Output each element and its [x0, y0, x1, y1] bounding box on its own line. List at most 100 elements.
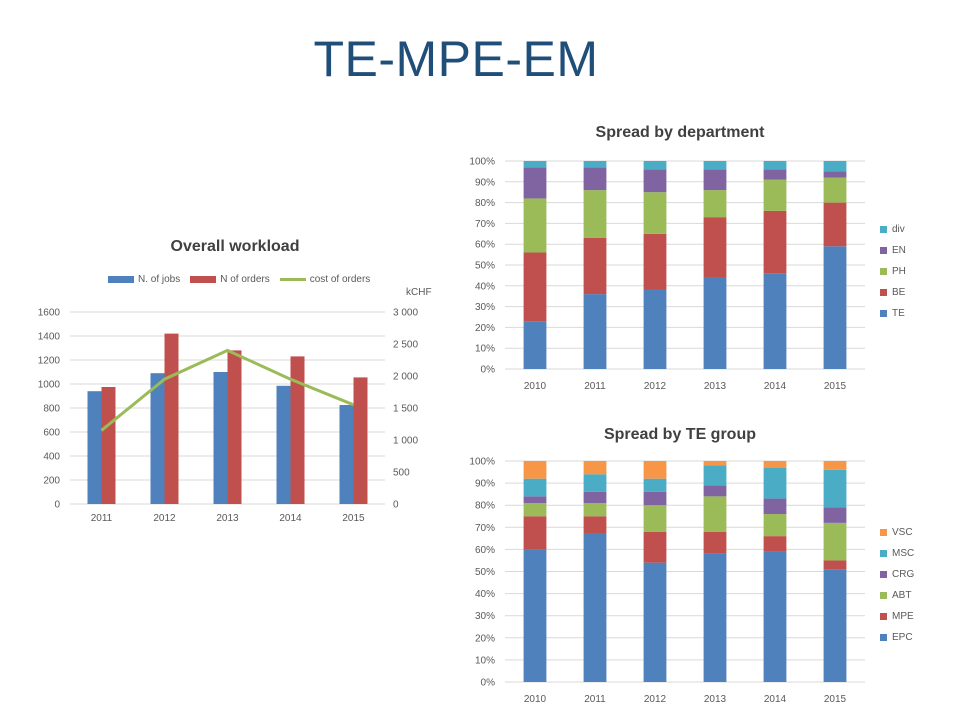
department-y-tick-label: 30%: [475, 302, 495, 313]
chart-overall-workload: Overall workload N. of jobs N of orders …: [20, 230, 450, 540]
department-y-tick-label: 80%: [475, 198, 495, 209]
department-y-tick-label: 60%: [475, 240, 495, 251]
workload-y2-tick-label: 1 500: [393, 404, 418, 415]
legend-swatch: [880, 310, 887, 317]
bar-jobs-2014: [276, 385, 291, 504]
legend-label: BE: [892, 287, 906, 298]
department-bar-en-2010: [523, 167, 547, 199]
workload-y-tick-label: 1600: [38, 308, 61, 319]
department-bar-ph-2015: [823, 177, 847, 203]
tegroup-bar-crg-2014: [763, 498, 787, 515]
department-bar-en-2015: [823, 171, 847, 178]
workload-y2-tick-label: 0: [393, 500, 399, 511]
tegroup-bar-mpe-2010: [523, 516, 547, 550]
tegroup-y-tick-label: 30%: [475, 611, 495, 622]
tegroup-bar-vsc-2012: [643, 461, 667, 479]
department-bar-div-2013: [703, 161, 727, 170]
legend-label: MPE: [892, 611, 914, 622]
bar-orders-2015: [353, 377, 368, 504]
tegroup-bar-abt-2014: [763, 514, 787, 537]
department-y-tick-label: 10%: [475, 344, 495, 355]
department-bar-ph-2014: [763, 179, 787, 211]
workload-y2-tick-label: 1 000: [393, 436, 418, 447]
department-y-tick-label: 0%: [481, 365, 496, 376]
department-bar-en-2012: [643, 169, 667, 193]
tegroup-bar-epc-2012: [643, 562, 667, 682]
department-bar-be-2014: [763, 210, 787, 274]
legend-item-div: div: [880, 219, 906, 240]
tegroup-x-tick-label: 2013: [704, 694, 727, 705]
tegroup-y-tick-label: 0%: [481, 678, 496, 689]
tegroup-bar-msc-2012: [643, 478, 667, 492]
legend-item-orders: N of orders: [190, 274, 270, 285]
legend-swatch: [880, 592, 887, 599]
tegroup-bar-epc-2011: [583, 533, 607, 682]
department-bar-div-2011: [583, 161, 607, 168]
tegroup-y-tick-label: 80%: [475, 501, 495, 512]
department-bar-ph-2013: [703, 190, 727, 218]
tegroup-bar-vsc-2010: [523, 461, 547, 479]
department-bar-ph-2010: [523, 198, 547, 253]
department-y-tick-label: 90%: [475, 177, 495, 188]
legend-item-msc: MSC: [880, 543, 914, 564]
department-bar-ph-2012: [643, 192, 667, 234]
workload-y-tick-label: 1000: [38, 380, 61, 391]
legend-label: TE: [892, 308, 905, 319]
department-bar-te-2015: [823, 246, 847, 369]
tegroup-bar-abt-2013: [703, 496, 727, 532]
tegroup-bar-mpe-2014: [763, 536, 787, 552]
legend-label: EN: [892, 245, 906, 256]
bar-orders-2012: [164, 333, 179, 504]
legend-swatch: [880, 613, 887, 620]
bar-jobs-2011: [87, 391, 102, 504]
legend-item-mpe: MPE: [880, 606, 914, 627]
tegroup-bar-abt-2011: [583, 502, 607, 517]
legend-label: PH: [892, 266, 906, 277]
tegroup-bar-epc-2014: [763, 551, 787, 682]
department-bar-be-2010: [523, 252, 547, 322]
department-x-tick-label: 2012: [644, 381, 667, 392]
legend-item-en: EN: [880, 240, 906, 261]
workload-x-tick-label: 2012: [153, 513, 176, 524]
workload-y2-tick-label: 500: [393, 468, 410, 479]
legend-item-vsc: VSC: [880, 522, 914, 543]
department-y-tick-label: 20%: [475, 323, 495, 334]
legend-item-crg: CRG: [880, 564, 914, 585]
chart-spread-te-group: Spread by TE group 0% 10% 20% 30% 40% 50% 60% 7…: [455, 415, 935, 715]
tegroup-bar-msc-2013: [703, 465, 727, 486]
department-bar-te-2012: [643, 289, 667, 369]
workload-y-tick-label: 600: [43, 428, 60, 439]
tegroup-bar-crg-2012: [643, 491, 667, 506]
tegroup-y-tick-label: 90%: [475, 479, 495, 490]
chart-spread-department: Spread by department 0% 10% 20% 30% 40% 50% 60…: [455, 115, 935, 405]
department-bar-be-2011: [583, 237, 607, 295]
workload-legend: N. of jobs N of orders cost of orders: [108, 274, 380, 285]
workload-x-tick-label: 2014: [279, 513, 302, 524]
workload-y-tick-label: 1200: [38, 356, 61, 367]
tegroup-y-tick-label: 70%: [475, 523, 495, 534]
tegroup-bar-epc-2013: [703, 553, 727, 682]
legend-swatch: [880, 529, 887, 536]
department-bar-be-2012: [643, 233, 667, 290]
department-x-tick-label: 2013: [704, 381, 727, 392]
workload-y-tick-label: 800: [43, 404, 60, 415]
legend-swatch: [880, 268, 887, 275]
bar-jobs-2013: [213, 372, 228, 504]
legend-item-epc: EPC: [880, 627, 914, 648]
tegroup-bar-mpe-2015: [823, 560, 847, 570]
chart-title-te-group: Spread by TE group: [603, 426, 756, 443]
department-x-tick-label: 2015: [824, 381, 847, 392]
department-bar-be-2015: [823, 202, 847, 247]
legend-item-jobs: N. of jobs: [108, 274, 180, 285]
department-y-tick-label: 50%: [475, 261, 495, 272]
legend-label: EPC: [892, 632, 913, 643]
department-bar-te-2010: [523, 321, 547, 369]
department-bar-te-2011: [583, 294, 607, 369]
department-plot: 0% 10% 20% 30% 40% 50% 60% 70% 80% 90% 100% 2010 201…: [469, 157, 865, 392]
workload-y-tick-label: 0: [54, 500, 60, 511]
department-bar-en-2013: [703, 169, 727, 191]
tegroup-y-tick-label: 100%: [469, 457, 495, 468]
department-bar-ph-2011: [583, 190, 607, 238]
tegroup-bar-msc-2014: [763, 467, 787, 499]
